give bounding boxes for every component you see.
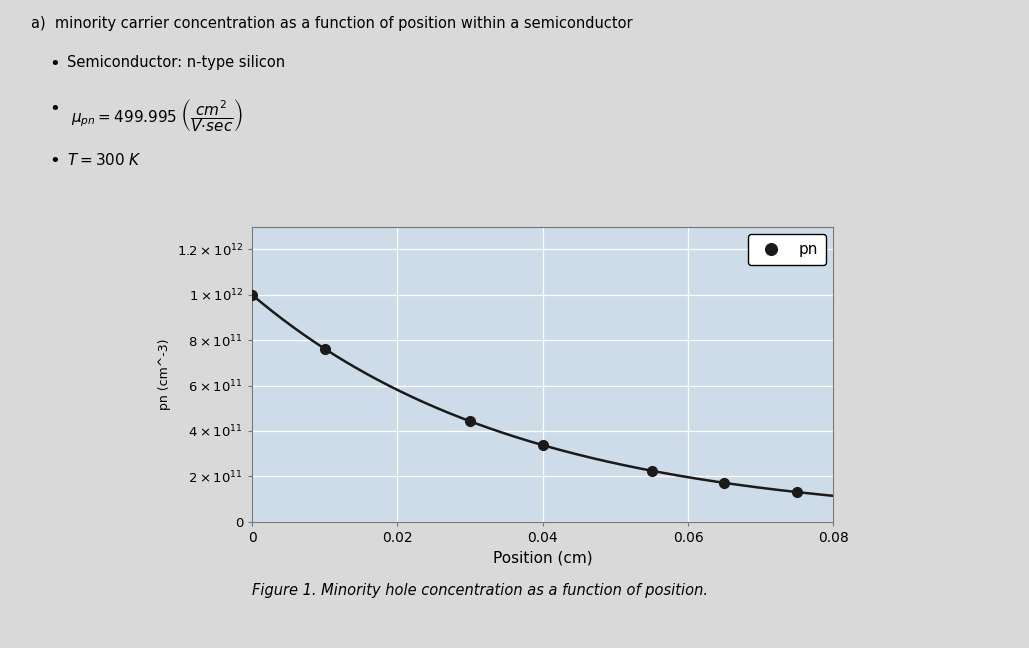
Text: $T = 300\;K$: $T = 300\;K$ (67, 152, 141, 168)
Text: •: • (49, 100, 60, 119)
Text: a)  minority carrier concentration as a function of position within a semiconduc: a) minority carrier concentration as a f… (31, 16, 633, 31)
Text: •: • (49, 152, 60, 170)
pn (319, 345, 331, 353)
pn (536, 441, 548, 449)
pn (791, 488, 804, 496)
pn (645, 467, 658, 474)
pn (464, 417, 476, 425)
Text: $\mu_{pn}$$ = 499.995\;$$\left(\dfrac{cm^2}{V{\cdot}sec}\right)$: $\mu_{pn}$$ = 499.995\;$$\left(\dfrac{cm… (71, 97, 243, 135)
Text: Semiconductor: n-type silicon: Semiconductor: n-type silicon (67, 55, 285, 70)
Line: pn: pn (247, 290, 802, 497)
Text: Figure 1. Minority hole concentration as a function of position.: Figure 1. Minority hole concentration as… (252, 583, 708, 598)
Legend: pn: pn (748, 235, 826, 265)
Y-axis label: pn (cm^-3): pn (cm^-3) (158, 338, 171, 410)
X-axis label: Position (cm): Position (cm) (493, 550, 593, 565)
pn (246, 291, 258, 299)
Text: •: • (49, 55, 60, 73)
pn (718, 479, 731, 487)
